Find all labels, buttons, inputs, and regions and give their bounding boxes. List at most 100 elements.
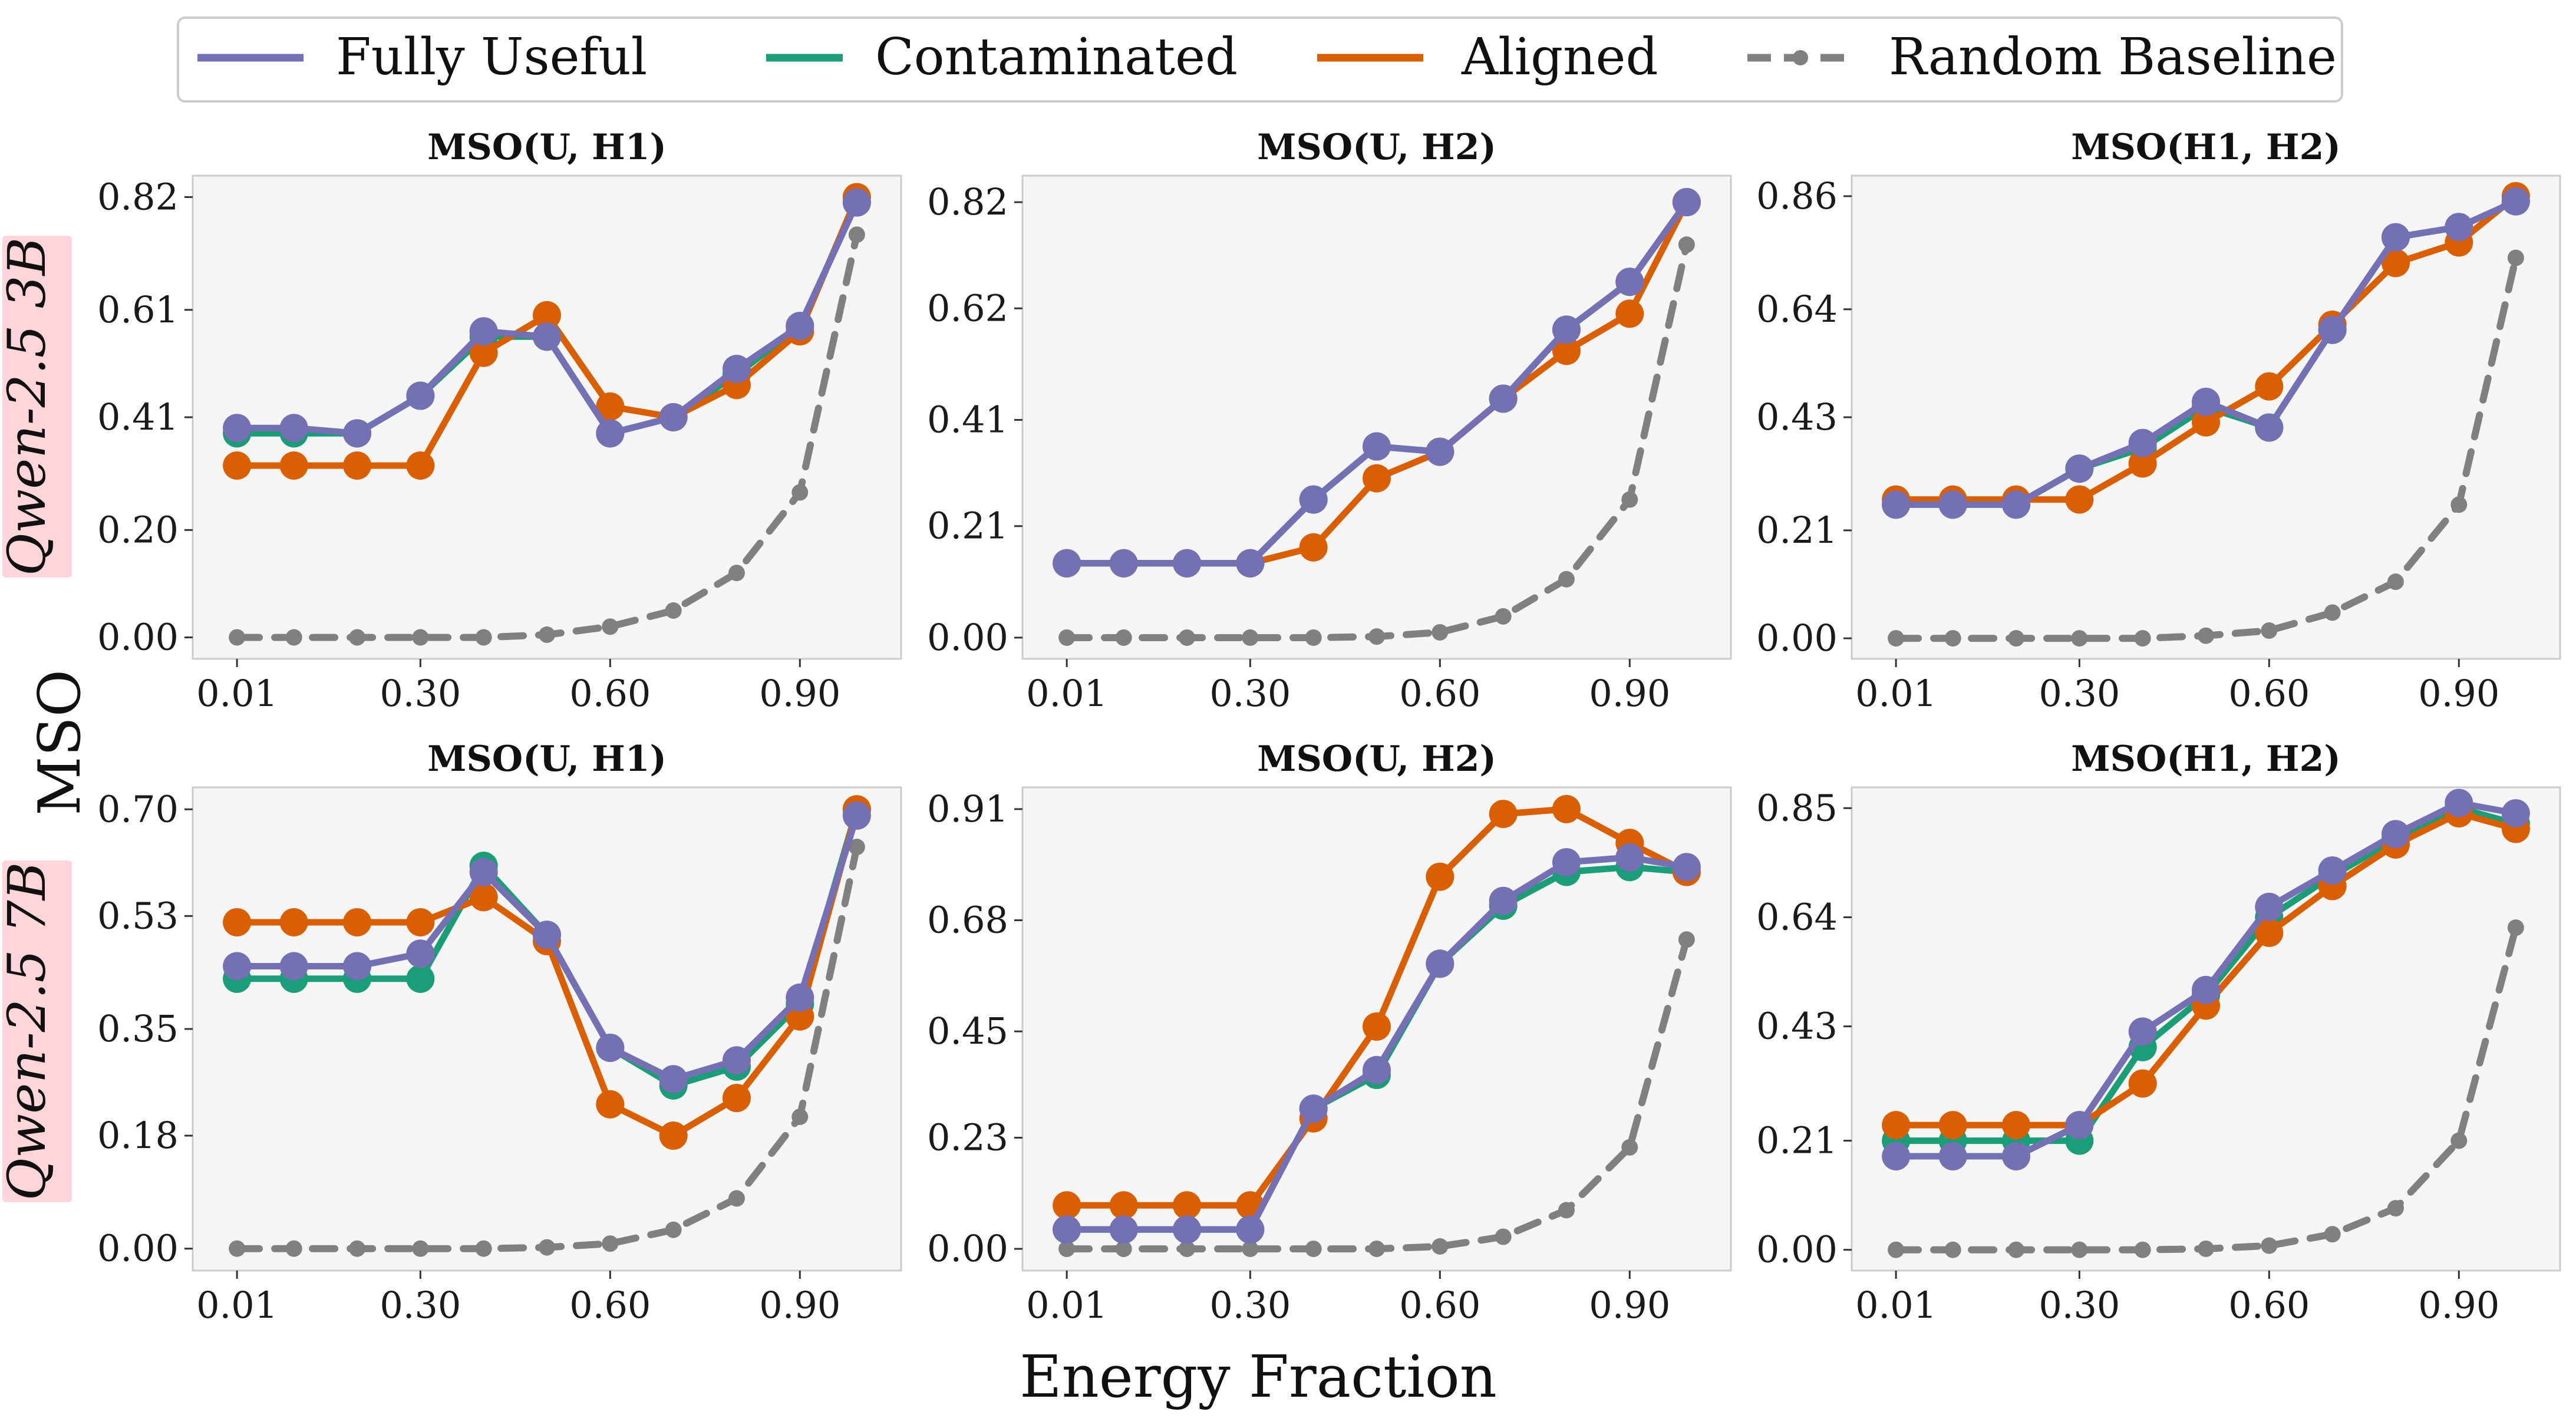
data-point-random-baseline — [1621, 491, 1638, 508]
data-point-random-baseline — [791, 484, 809, 501]
data-point-fully-useful — [1236, 549, 1265, 578]
data-point-random-baseline — [1305, 629, 1322, 646]
y-tick-label: 0.61 — [97, 288, 179, 331]
y-tick-label: 0.00 — [927, 616, 1008, 659]
data-point-fully-useful — [2255, 892, 2284, 921]
data-point-fully-useful — [2065, 1111, 2094, 1140]
data-point-random-baseline — [728, 1190, 745, 1207]
y-tick-label: 0.86 — [1756, 174, 1838, 217]
data-point-fully-useful — [1173, 1215, 1202, 1244]
series-aligned — [1882, 799, 2530, 1140]
x-tick-label: 0.60 — [569, 1284, 651, 1327]
series-random-baseline — [1058, 931, 1695, 1258]
data-point-aligned — [1552, 794, 1581, 823]
data-point-random-baseline — [1944, 1241, 1961, 1258]
data-point-aligned — [1299, 533, 1328, 562]
data-point-fully-useful — [842, 188, 871, 217]
data-point-fully-useful — [406, 381, 435, 410]
data-point-random-baseline — [1058, 629, 1076, 646]
data-point-random-baseline — [2261, 622, 2278, 639]
x-tick-label: 0.01 — [1855, 1284, 1937, 1327]
data-point-fully-useful — [279, 414, 308, 443]
x-tick-label: 0.60 — [2228, 672, 2310, 715]
y-tick-label: 0.64 — [1756, 895, 1838, 938]
data-point-fully-useful — [223, 952, 252, 981]
x-tick-label: 0.60 — [1399, 1284, 1480, 1327]
data-point-random-baseline — [229, 1240, 246, 1257]
data-point-aligned — [659, 1121, 688, 1150]
data-point-random-baseline — [791, 1109, 809, 1126]
data-point-fully-useful — [1236, 1215, 1265, 1244]
data-point-fully-useful — [406, 939, 435, 968]
plot-area — [192, 786, 902, 1272]
data-point-random-baseline — [602, 1235, 619, 1252]
x-tick-label: 0.60 — [1399, 672, 1480, 715]
data-point-fully-useful — [2445, 213, 2473, 242]
data-point-fully-useful — [842, 801, 871, 830]
x-tick-label: 0.90 — [2418, 672, 2499, 715]
y-tick-label: 0.00 — [1756, 616, 1838, 659]
data-point-fully-useful — [722, 1046, 751, 1075]
data-point-random-baseline — [349, 629, 366, 646]
panel-0-1: MSO(U, H2) 0.00 0.21 0.41 0.62 0.82 0.01 0.30 0.… — [927, 127, 1732, 715]
data-point-fully-useful — [1173, 549, 1202, 578]
data-point-random-baseline — [602, 618, 619, 635]
data-point-aligned — [1615, 299, 1644, 328]
x-tick-label: 0.30 — [1209, 672, 1291, 715]
data-point-random-baseline — [1368, 628, 1385, 645]
data-point-fully-useful — [2128, 428, 2157, 457]
series-fully-useful — [1053, 188, 1701, 578]
row-label-qwen-7b: Qwen-2.5 7B — [0, 860, 72, 1202]
series-fully-useful — [1882, 789, 2530, 1171]
data-point-random-baseline — [848, 226, 865, 243]
data-point-fully-useful — [1426, 949, 1454, 978]
data-point-random-baseline — [1305, 1241, 1322, 1258]
data-point-aligned — [1173, 1191, 1202, 1220]
panel-1-2: MSO(H1, H2) 0.00 0.21 0.43 0.64 0.85 0.01 0.30 0… — [1756, 738, 2561, 1327]
series-fully-useful — [1053, 843, 1701, 1244]
legend-label-fully-useful: Fully Useful — [336, 28, 647, 87]
data-point-fully-useful — [2192, 975, 2220, 1004]
data-point-aligned — [343, 908, 372, 936]
panels: MSO(U, H1) 0.00 0.20 0.41 0.61 0.82 0.01 0.30 0.… — [97, 127, 2561, 1327]
panel-title: MSO(U, H2) — [1257, 738, 1496, 780]
x-tick-label: 0.60 — [2228, 1284, 2310, 1327]
series-random-baseline — [1058, 236, 1695, 646]
panel-title: MSO(U, H1) — [427, 738, 667, 780]
y-tick-label: 0.00 — [1756, 1228, 1838, 1271]
data-point-random-baseline — [1115, 1241, 1132, 1258]
data-point-random-baseline — [1495, 1228, 1512, 1245]
y-tick-label: 0.00 — [97, 616, 179, 659]
data-point-aligned — [279, 908, 308, 936]
panel-0-2: MSO(H1, H2) 0.00 0.21 0.43 0.64 0.86 0.01 0.30 0… — [1756, 127, 2561, 715]
data-point-fully-useful — [343, 419, 372, 448]
legend-label-aligned: Aligned — [1461, 28, 1658, 87]
y-tick-label: 0.00 — [97, 1227, 179, 1270]
data-point-fully-useful — [786, 312, 814, 341]
panel-0-0: MSO(U, H1) 0.00 0.20 0.41 0.61 0.82 0.01 0.30 0.… — [97, 127, 902, 715]
data-point-random-baseline — [1558, 570, 1575, 588]
data-point-aligned — [279, 451, 308, 480]
data-point-random-baseline — [475, 629, 492, 646]
data-point-random-baseline — [412, 629, 429, 646]
data-point-aligned — [722, 1084, 751, 1113]
series-random-baseline — [1888, 919, 2524, 1258]
x-tick-label: 0.30 — [1209, 1284, 1291, 1327]
data-point-fully-useful — [2065, 454, 2094, 483]
x-tick-label: 0.01 — [196, 1284, 278, 1327]
y-tick-label: 0.21 — [1756, 509, 1838, 552]
data-point-aligned — [223, 908, 252, 936]
y-tick-label: 0.23 — [927, 1116, 1008, 1159]
data-point-random-baseline — [2198, 627, 2214, 644]
data-point-random-baseline — [1115, 629, 1132, 646]
y-tick-label: 0.45 — [927, 1010, 1008, 1053]
data-point-random-baseline — [2134, 630, 2151, 647]
data-point-fully-useful — [343, 952, 372, 981]
x-tick-label: 0.90 — [759, 1284, 840, 1327]
data-point-aligned — [596, 392, 625, 421]
data-point-fully-useful — [1299, 485, 1328, 514]
data-point-fully-useful — [1363, 432, 1391, 461]
data-point-aligned — [1426, 862, 1454, 891]
data-point-random-baseline — [2450, 1132, 2468, 1149]
data-point-random-baseline — [2008, 630, 2025, 647]
